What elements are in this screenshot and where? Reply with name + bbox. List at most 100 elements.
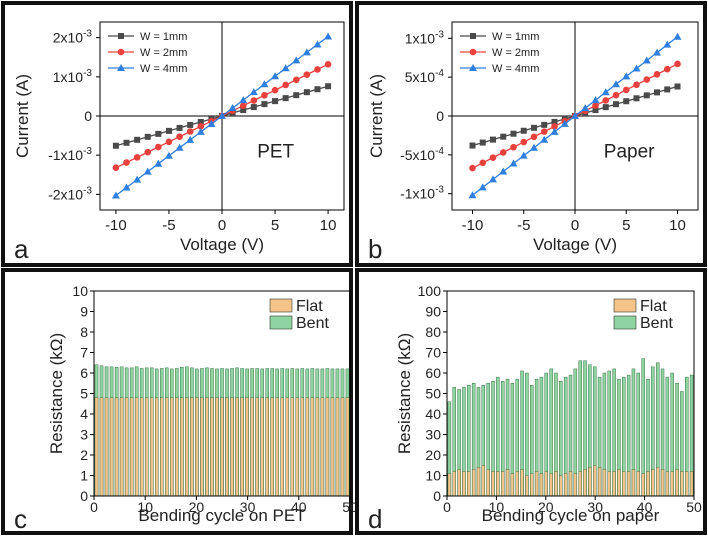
data-point bbox=[302, 48, 311, 56]
flat-bar bbox=[559, 475, 563, 497]
flat-bar bbox=[265, 397, 269, 497]
y-tick-exponent: -3 bbox=[83, 146, 92, 157]
data-point bbox=[207, 119, 216, 127]
data-point bbox=[643, 76, 651, 83]
data-point bbox=[602, 104, 609, 111]
data-point bbox=[271, 86, 279, 94]
y-tick-label: -1x10-3 bbox=[400, 185, 444, 202]
flat-bar bbox=[462, 471, 466, 497]
panel-d-resistance-bending-paper: 0 10 20 30 40 500102030405060708090100FlatBen… bbox=[355, 268, 707, 535]
data-point bbox=[324, 32, 333, 40]
flat-bar bbox=[486, 469, 490, 497]
data-point bbox=[520, 127, 527, 134]
y-tick-label: 0 bbox=[433, 488, 441, 504]
data-point bbox=[123, 139, 130, 146]
y-tick-mantissa: -1x10 bbox=[400, 186, 435, 202]
data-point bbox=[613, 101, 619, 108]
data-point bbox=[674, 83, 681, 90]
y-tick-label: -2x10-3 bbox=[48, 185, 92, 202]
data-point bbox=[479, 139, 486, 146]
data-point bbox=[601, 88, 610, 96]
data-point bbox=[560, 119, 569, 127]
data-point bbox=[133, 175, 142, 183]
panel-letter: d bbox=[368, 504, 382, 534]
flat-bar bbox=[275, 397, 279, 497]
x-axis-title: Bending cycle on paper bbox=[482, 506, 660, 525]
flat-bar bbox=[491, 471, 495, 497]
x-tick-label: 40 bbox=[637, 499, 653, 515]
flat-bar bbox=[235, 397, 239, 497]
flat-bar bbox=[255, 397, 259, 497]
flat-bar bbox=[134, 397, 139, 497]
y-axis-title: Resistance (kΩ) bbox=[395, 333, 414, 454]
flat-bar bbox=[685, 471, 689, 497]
flat-bar bbox=[340, 397, 345, 497]
flat-bar bbox=[205, 397, 209, 497]
flat-bar bbox=[622, 471, 626, 497]
x-axis-title: Voltage (V) bbox=[533, 235, 617, 254]
data-point bbox=[303, 71, 311, 78]
data-point bbox=[111, 191, 120, 199]
flat-bar bbox=[109, 397, 114, 497]
y-tick-label: 60 bbox=[425, 365, 441, 381]
data-point bbox=[303, 89, 310, 96]
flat-bar bbox=[310, 397, 315, 497]
flat-bar bbox=[457, 469, 461, 497]
data-point bbox=[642, 56, 651, 64]
flat-bar bbox=[124, 397, 129, 497]
data-point bbox=[218, 112, 226, 119]
flat-bar bbox=[530, 473, 534, 497]
legend-swatch bbox=[613, 315, 637, 330]
data-point bbox=[499, 167, 508, 175]
flat-bar bbox=[568, 471, 573, 497]
y-tick-label: 3 bbox=[80, 427, 88, 443]
x-tick-label: -10 bbox=[105, 217, 127, 234]
panel-letter: b bbox=[368, 234, 382, 264]
flat-bar bbox=[300, 397, 305, 497]
data-point bbox=[197, 118, 204, 125]
flat-bar bbox=[602, 469, 607, 497]
data-point bbox=[633, 95, 640, 102]
data-point bbox=[122, 183, 131, 191]
data-point bbox=[510, 143, 517, 151]
x-tick-label: 50 bbox=[686, 499, 702, 515]
flat-bar bbox=[180, 397, 184, 497]
data-point bbox=[240, 107, 247, 114]
flat-bar bbox=[612, 471, 616, 497]
flat-bar bbox=[160, 397, 164, 497]
y-tick-label: 50 bbox=[425, 386, 441, 402]
panel-letter: c bbox=[14, 504, 27, 534]
x-tick-label: 10 bbox=[669, 217, 686, 234]
legend-label: Flat bbox=[640, 298, 667, 315]
y-tick-mantissa: 1x10 bbox=[53, 69, 84, 85]
flat-bar bbox=[447, 473, 452, 497]
flat-bar bbox=[549, 473, 553, 497]
flat-bar bbox=[119, 397, 124, 497]
data-point bbox=[187, 121, 194, 128]
y-tick-label: 1 bbox=[80, 468, 88, 484]
flat-bar bbox=[240, 397, 244, 497]
flat-bar bbox=[539, 473, 544, 497]
flat-bar bbox=[215, 397, 219, 497]
flat-bar bbox=[578, 471, 582, 497]
data-point bbox=[664, 86, 671, 93]
flat-bar bbox=[563, 473, 568, 497]
data-point bbox=[510, 130, 517, 137]
panel-letter: a bbox=[14, 234, 29, 264]
data-point bbox=[186, 128, 194, 135]
flat-bar bbox=[285, 397, 290, 497]
y-tick-mantissa: 0 bbox=[436, 108, 444, 124]
x-tick-label: 20 bbox=[189, 499, 205, 515]
y-tick-exponent: -3 bbox=[83, 29, 92, 40]
flat-bar bbox=[165, 397, 169, 497]
y-tick-label: 40 bbox=[425, 406, 441, 422]
data-point bbox=[324, 61, 332, 68]
flat-bar bbox=[245, 397, 249, 497]
flat-bar bbox=[593, 465, 597, 497]
flat-bar bbox=[114, 397, 119, 497]
flat-bar bbox=[129, 397, 134, 497]
x-tick-label: 0 bbox=[571, 217, 579, 234]
y-axis-title: Resistance (kΩ) bbox=[47, 333, 66, 454]
data-point bbox=[663, 40, 672, 48]
flat-bar bbox=[515, 471, 519, 497]
